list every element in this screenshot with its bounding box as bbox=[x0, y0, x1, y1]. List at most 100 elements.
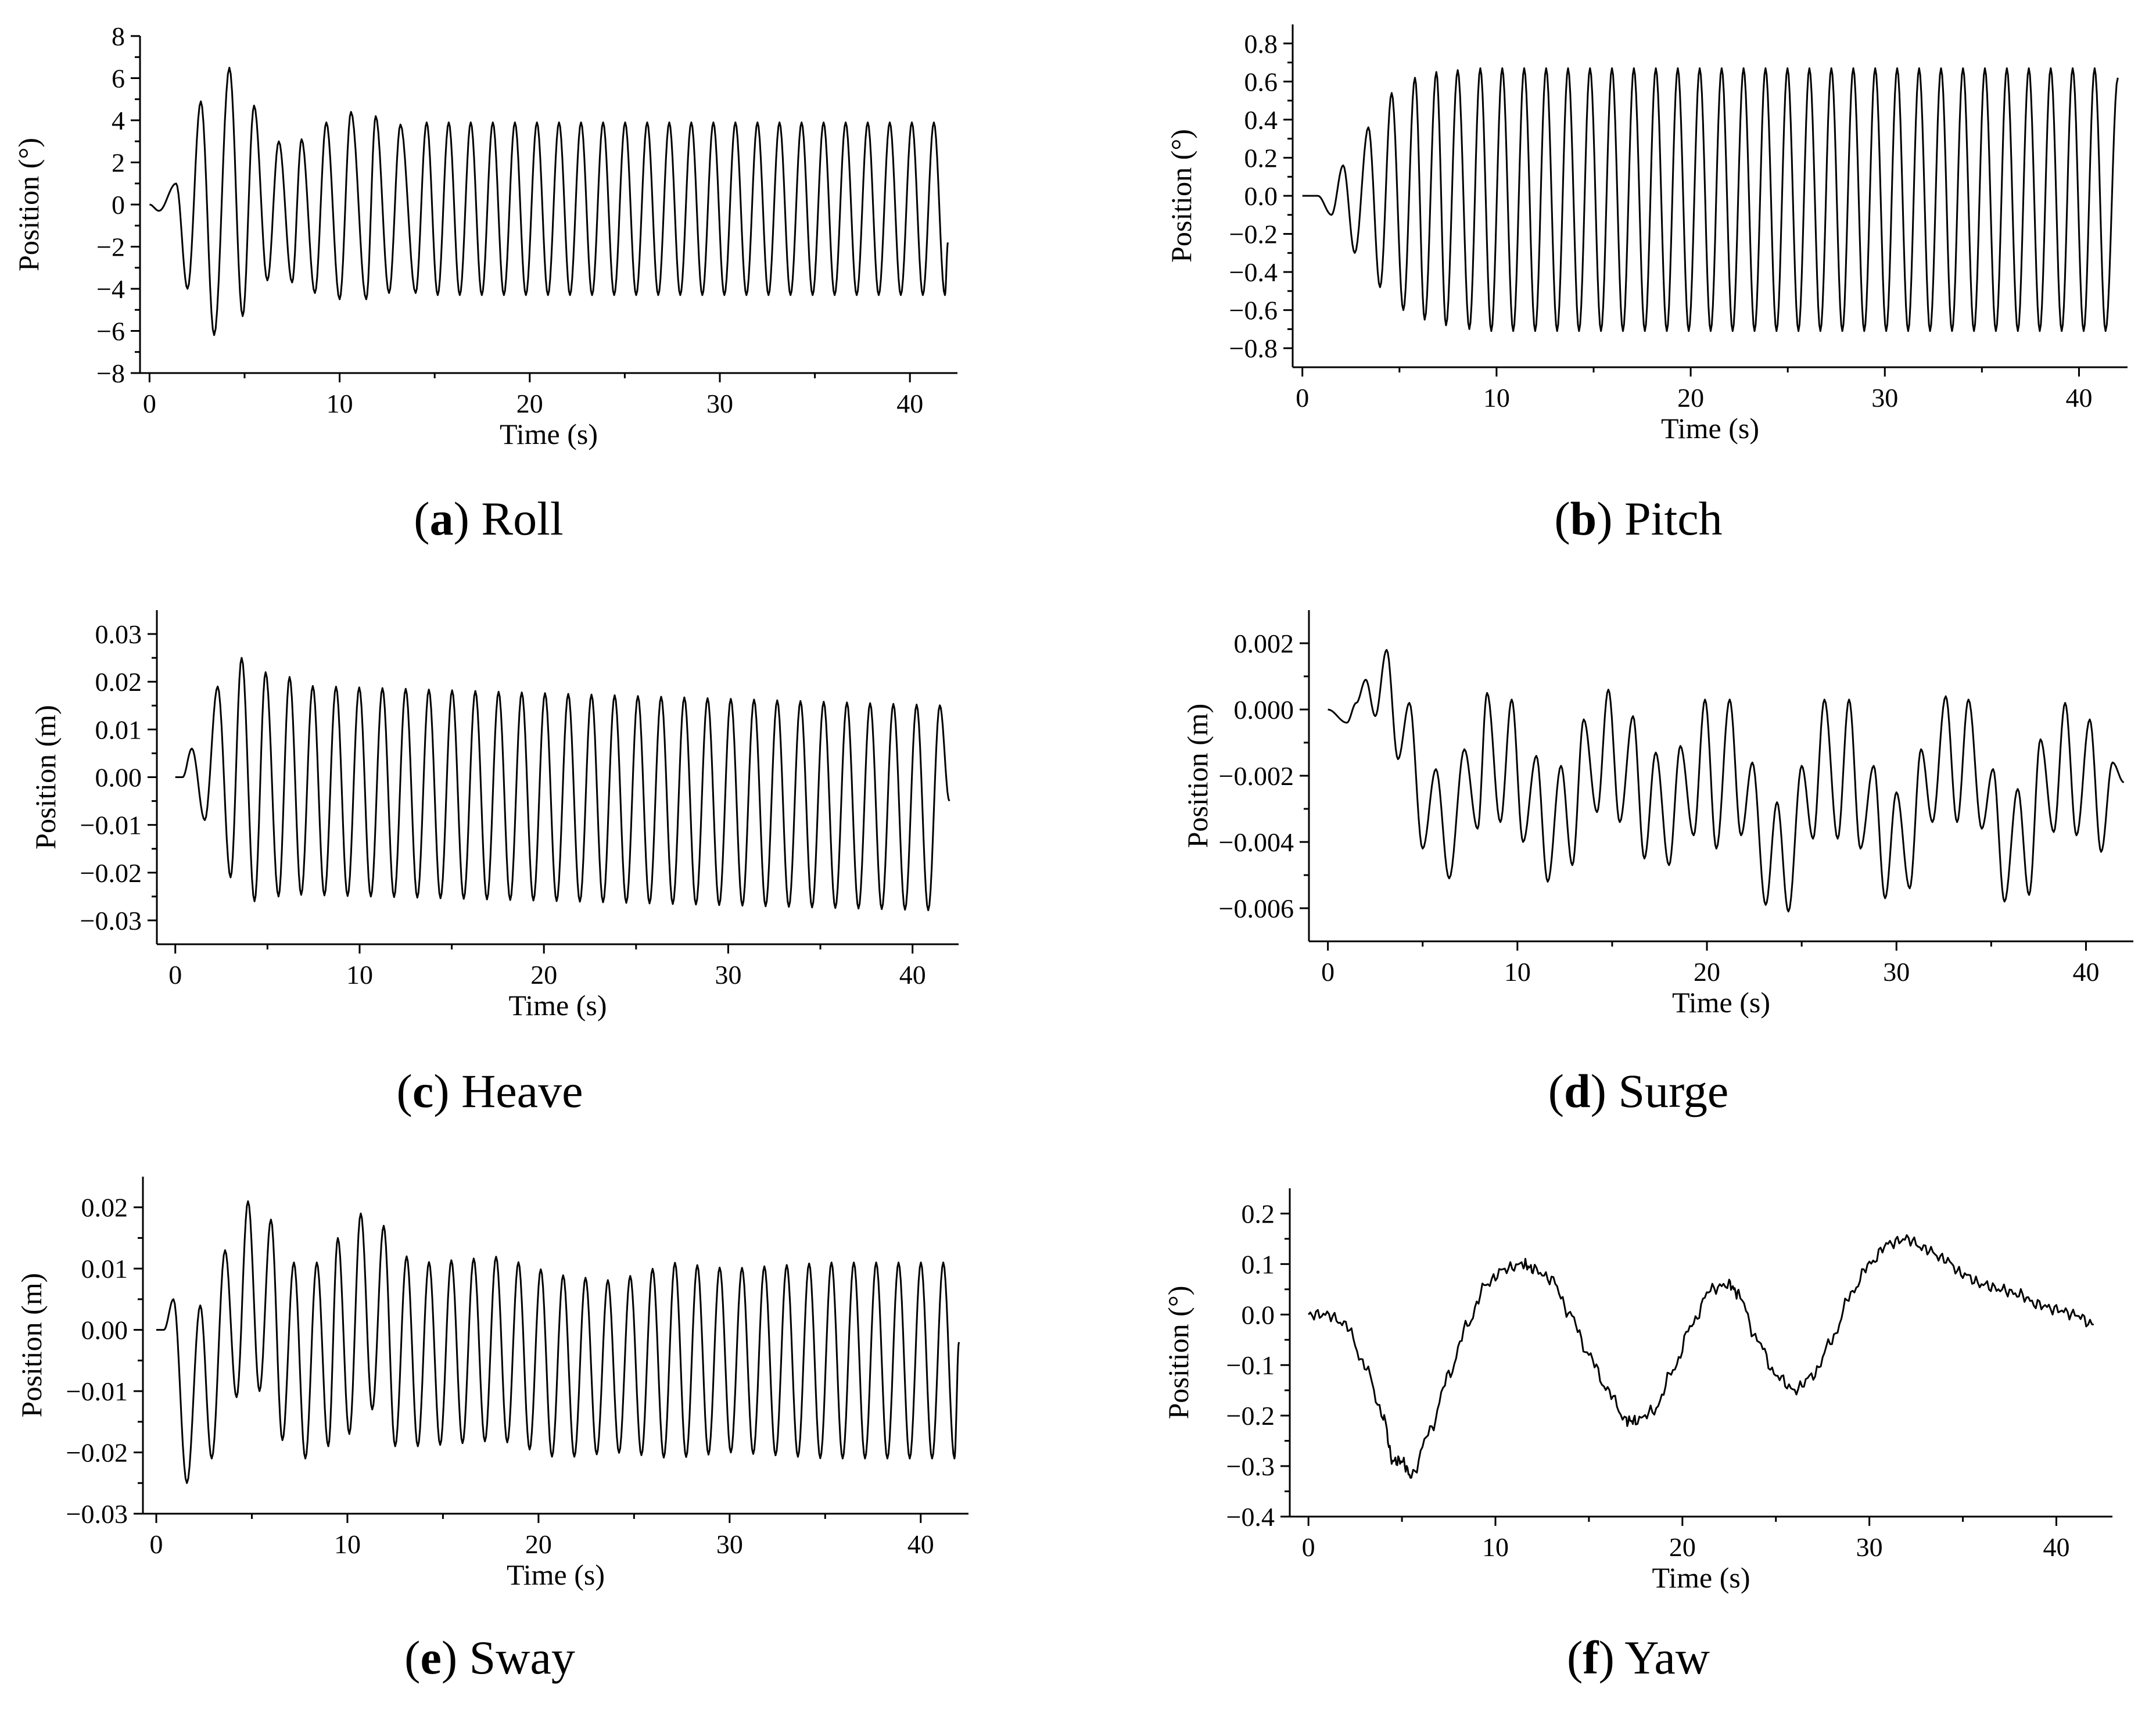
caption-text: Pitch bbox=[1624, 492, 1723, 545]
y-tick-label: 6 bbox=[112, 64, 125, 94]
x-tick-label: 20 bbox=[525, 1529, 552, 1559]
x-tick-label: 20 bbox=[1669, 1532, 1696, 1562]
x-tick-label: 40 bbox=[2072, 957, 2099, 987]
y-tick-label: −0.2 bbox=[1229, 220, 1278, 249]
y-tick-label: −0.3 bbox=[1226, 1452, 1275, 1481]
x-axis-label: Time (s) bbox=[507, 1558, 605, 1591]
panel-caption: (e) Sway bbox=[404, 1631, 575, 1684]
panel-caption: (d) Surge bbox=[1548, 1065, 1729, 1117]
x-tick-label: 0 bbox=[143, 389, 156, 418]
y-tick-label: −0.01 bbox=[80, 811, 142, 840]
y-tick-label: −0.02 bbox=[80, 858, 142, 888]
series-line-sway bbox=[156, 1200, 960, 1484]
series-line-roll bbox=[149, 66, 949, 336]
x-tick-label: 10 bbox=[334, 1529, 361, 1559]
y-tick-label: 2 bbox=[112, 148, 125, 178]
y-tick-label: −0.03 bbox=[80, 906, 142, 936]
y-tick-label: −0.03 bbox=[66, 1499, 128, 1529]
caption-paren-open: ( bbox=[414, 492, 429, 545]
y-tick-label: −0.4 bbox=[1226, 1502, 1275, 1532]
caption-text: Heave bbox=[461, 1065, 583, 1117]
x-tick-label: 0 bbox=[1321, 957, 1335, 987]
caption-letter: b bbox=[1570, 492, 1597, 545]
x-tick-label: 10 bbox=[1483, 383, 1510, 413]
x-tick-label: 30 bbox=[1883, 957, 1910, 987]
y-tick-label: 0.03 bbox=[95, 619, 142, 649]
y-tick-label: 0.8 bbox=[1244, 29, 1278, 59]
chart-panel-d: 0 10 20 30 40 −0.006 −0.004 −0.002 0.000 0.002 Tim… bbox=[1181, 610, 2133, 1117]
y-tick-label: 0.02 bbox=[95, 667, 142, 697]
y-tick-label: 8 bbox=[112, 21, 125, 51]
y-tick-label: −2 bbox=[96, 232, 125, 262]
y-tick-label: −0.01 bbox=[66, 1377, 128, 1406]
caption-paren-close: ) bbox=[433, 1065, 461, 1117]
series-line-surge bbox=[1328, 648, 2125, 913]
y-axis-label: Position (m) bbox=[29, 705, 62, 850]
y-tick-label: 0.01 bbox=[81, 1254, 128, 1284]
x-tick-label: 40 bbox=[896, 389, 923, 418]
x-tick-label: 40 bbox=[899, 960, 926, 990]
x-axis-label: Time (s) bbox=[500, 418, 598, 450]
y-axis-label: Position (°) bbox=[1165, 129, 1197, 263]
x-tick-label: 20 bbox=[1677, 383, 1704, 413]
y-tick-label: −0.8 bbox=[1229, 334, 1278, 363]
x-axis-label: Time (s) bbox=[508, 989, 607, 1022]
caption-letter: f bbox=[1583, 1631, 1599, 1684]
x-tick-label: 0 bbox=[1302, 1532, 1315, 1562]
x-tick-label: 40 bbox=[907, 1529, 934, 1559]
x-axis-label: Time (s) bbox=[1652, 1561, 1750, 1594]
y-tick-label: −0.006 bbox=[1219, 894, 1294, 923]
chart-panel-a: 0 10 20 30 40 −8 −6 −4 −2 0 2 4 6 8 Time (s) Position (… bbox=[12, 21, 957, 545]
x-tick-label: 30 bbox=[1856, 1532, 1883, 1562]
y-tick-label: 0.02 bbox=[81, 1193, 128, 1223]
y-tick-label: 0.000 bbox=[1234, 695, 1294, 725]
x-tick-label: 30 bbox=[716, 1529, 743, 1559]
chart-panel-c: 0 10 20 30 40 −0.03 −0.02 −0.01 0.00 0.01 0.02 0.03… bbox=[29, 610, 959, 1117]
x-tick-label: 20 bbox=[1694, 957, 1720, 987]
y-tick-label: 0.01 bbox=[95, 715, 142, 744]
caption-text: Surge bbox=[1618, 1065, 1728, 1117]
caption-paren-close: ) bbox=[1597, 492, 1624, 545]
caption-paren-close: ) bbox=[1599, 1631, 1625, 1684]
chart-panel-f: 0 10 20 30 40 −0.4 −0.3 −0.2 −0.1 0.0 0.1 0.2 Time (… bbox=[1162, 1188, 2112, 1684]
x-tick-label: 10 bbox=[1482, 1532, 1509, 1562]
x-tick-label: 20 bbox=[530, 960, 557, 990]
y-tick-label: −8 bbox=[96, 359, 125, 388]
caption-paren-close: ) bbox=[454, 492, 482, 545]
panel-caption: (b) Pitch bbox=[1554, 492, 1722, 545]
chart-panel-b: 0 10 20 30 40 −0.8 −0.6 −0.4 −0.2 0.0 0.2 0.4 0.6 0.8… bbox=[1165, 24, 2128, 545]
y-tick-label: −0.4 bbox=[1229, 257, 1278, 287]
y-axis-label: Position (m) bbox=[15, 1273, 48, 1418]
caption-text: Yaw bbox=[1624, 1631, 1710, 1684]
caption-paren-open: ( bbox=[1554, 492, 1570, 545]
x-tick-label: 30 bbox=[1871, 383, 1898, 413]
series-line-pitch bbox=[1302, 67, 2119, 332]
y-tick-label: 0.00 bbox=[81, 1316, 128, 1345]
caption-paren-open: ( bbox=[1567, 1631, 1583, 1684]
y-tick-label: 0.4 bbox=[1244, 105, 1278, 135]
y-axis-label: Position (m) bbox=[1181, 704, 1214, 848]
panel-caption: (f) Yaw bbox=[1567, 1631, 1710, 1684]
x-axis-label: Time (s) bbox=[1672, 986, 1770, 1019]
y-tick-label: 4 bbox=[112, 106, 125, 135]
x-tick-label: 0 bbox=[168, 960, 182, 990]
y-axis-label: Position (°) bbox=[1162, 1286, 1194, 1420]
x-tick-label: 10 bbox=[327, 389, 353, 418]
caption-paren-open: ( bbox=[397, 1065, 412, 1117]
panel-caption: (c) Heave bbox=[397, 1065, 583, 1117]
series-line-heave bbox=[175, 657, 950, 912]
y-tick-label: −0.002 bbox=[1219, 761, 1294, 791]
x-tick-label: 0 bbox=[150, 1529, 163, 1559]
caption-letter: e bbox=[420, 1631, 441, 1684]
y-tick-label: 0.1 bbox=[1242, 1249, 1275, 1279]
chart-panel-e: 0 10 20 30 40 −0.03 −0.02 −0.01 0.00 0.01 0.02 Time… bbox=[15, 1177, 968, 1684]
y-tick-label: 0.00 bbox=[95, 763, 142, 793]
y-tick-label: −0.004 bbox=[1219, 827, 1294, 857]
y-tick-label: −0.6 bbox=[1229, 296, 1278, 325]
caption-letter: d bbox=[1564, 1065, 1591, 1117]
caption-letter: c bbox=[412, 1065, 433, 1117]
x-tick-label: 0 bbox=[1296, 383, 1309, 413]
y-tick-label: 0.6 bbox=[1244, 67, 1278, 96]
y-tick-label: −0.2 bbox=[1226, 1401, 1275, 1431]
